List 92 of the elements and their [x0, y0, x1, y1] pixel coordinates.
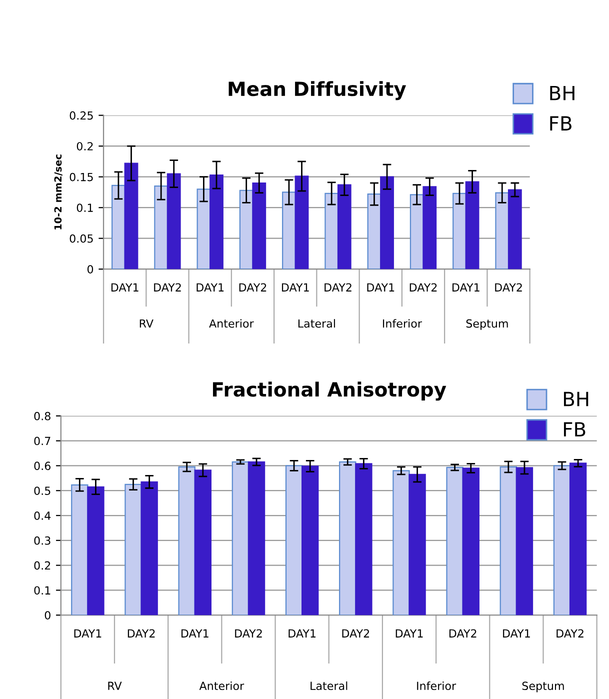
x-tick-label: DAY1 — [503, 629, 530, 638]
bar — [355, 463, 372, 616]
y-tick-label: 0.2 — [76, 142, 93, 150]
bar — [452, 192, 466, 270]
x-tick-label: DAY2 — [128, 629, 155, 638]
bar — [232, 461, 250, 616]
bar — [339, 461, 356, 616]
bar — [553, 465, 571, 616]
x-tick-label: DAY2 — [324, 283, 352, 292]
text: Inferior — [382, 319, 422, 328]
y-tick-label: 0.1 — [76, 204, 93, 212]
text: Lateral — [310, 681, 348, 690]
bar — [140, 481, 158, 616]
y-tick-label: 0.3 — [34, 536, 50, 545]
y-tick-label: 0 — [44, 611, 50, 620]
bar — [337, 184, 352, 270]
bar — [210, 174, 224, 270]
x-tick-label: DAY2 — [235, 629, 262, 638]
bar — [516, 467, 534, 616]
bar — [446, 466, 464, 616]
text: Lateral — [298, 319, 335, 328]
text: Anterior — [199, 681, 244, 690]
x-tick-label: DAY1 — [111, 283, 138, 292]
x-tick-label: DAY1 — [181, 629, 208, 638]
text: Anterior — [209, 319, 254, 328]
text: Septum — [466, 319, 508, 330]
bar — [285, 465, 303, 616]
bar — [422, 186, 437, 270]
bar — [500, 466, 517, 616]
bar — [112, 184, 126, 270]
y-tick-label: 0.2 — [34, 561, 50, 570]
bar — [154, 186, 168, 270]
x-tick-label: DAY2 — [556, 629, 584, 638]
bar — [495, 192, 510, 270]
bar — [324, 192, 339, 270]
x-tick-label: DAY1 — [367, 283, 394, 292]
x-tick-label: DAY1 — [452, 283, 480, 292]
bar — [252, 182, 266, 270]
legend-label: FB — [564, 422, 586, 436]
y-tick-label: 0.1 — [34, 586, 50, 595]
bar — [408, 474, 426, 616]
x-tick-label: DAY2 — [495, 283, 522, 292]
y-axis-title: 10-2 mm2/sec — [54, 154, 62, 230]
y-tick-label: 0.25 — [70, 111, 93, 120]
legend-label: FB — [550, 116, 572, 130]
bar — [71, 484, 88, 616]
bar — [178, 466, 196, 616]
x-tick-label: DAY2 — [410, 283, 437, 292]
bar — [569, 462, 587, 616]
bar — [248, 461, 266, 616]
text: Inferior — [417, 681, 456, 690]
legend-label: BH — [550, 86, 574, 100]
bar — [410, 194, 424, 270]
bar — [462, 468, 480, 616]
y-tick-label: 0.8 — [34, 412, 50, 420]
bar — [166, 173, 181, 270]
y-tick-label: 0 — [87, 265, 94, 274]
x-tick-label: DAY1 — [196, 283, 224, 292]
y-tick-label: 0.5 — [34, 486, 50, 495]
bar — [465, 181, 480, 270]
legend-label: BH — [564, 392, 588, 406]
bar — [282, 192, 296, 270]
text: RV — [140, 319, 154, 328]
text: Septum — [522, 682, 564, 692]
y-tick-label: 0.4 — [34, 511, 51, 520]
bar — [124, 484, 142, 616]
bar — [196, 188, 211, 270]
chart-title: Mean Diffusivity — [228, 81, 406, 100]
x-tick-label: DAY1 — [288, 629, 316, 638]
x-tick-label: DAY2 — [239, 283, 266, 292]
bar — [302, 466, 319, 616]
x-tick-label: DAY2 — [449, 629, 476, 638]
x-tick-label: DAY2 — [342, 629, 370, 638]
bar — [124, 162, 138, 270]
x-tick-label: DAY1 — [396, 629, 423, 638]
text: RV — [108, 682, 122, 690]
y-tick-label: 0.7 — [34, 436, 50, 446]
bar — [239, 190, 254, 270]
bar — [294, 176, 309, 270]
bar — [508, 189, 522, 270]
x-tick-label: DAY1 — [282, 283, 309, 292]
x-tick-label: DAY1 — [74, 629, 102, 638]
bar — [194, 470, 212, 616]
y-tick-label: 0.05 — [70, 234, 93, 243]
y-tick-label: 0.15 — [70, 172, 93, 182]
bar — [380, 176, 394, 270]
bar — [367, 194, 382, 270]
x-tick-label: DAY2 — [154, 283, 181, 292]
bar — [87, 486, 104, 616]
chart-title: Fractional Anisotropy — [212, 382, 446, 401]
y-tick-label: 0.6 — [34, 462, 50, 470]
bar — [392, 470, 410, 616]
